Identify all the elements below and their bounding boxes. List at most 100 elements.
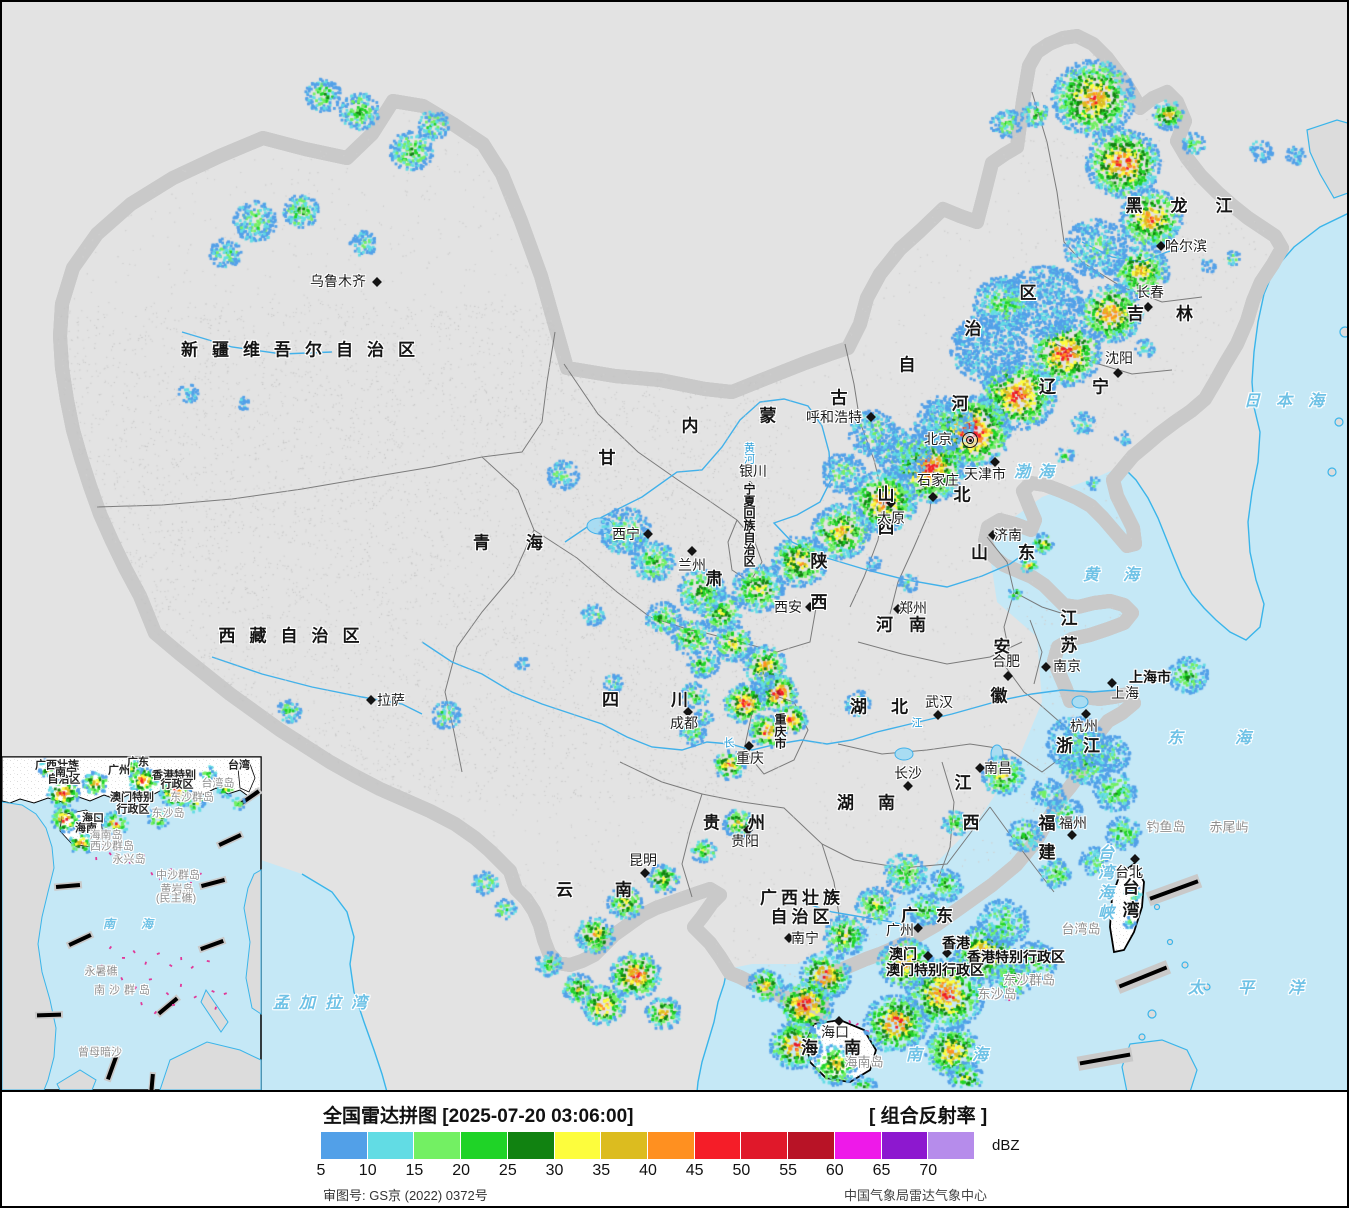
province-label: 西: [962, 813, 980, 833]
province-label: 自治区: [770, 907, 834, 927]
city-label: 北京: [924, 431, 952, 447]
city-label: 太原: [877, 510, 905, 526]
inset-label: 台湾: [228, 759, 250, 772]
province-label: 徽: [990, 686, 1008, 706]
city-label: 海口: [821, 1024, 849, 1040]
inset-island-label: 东沙群岛: [170, 791, 214, 804]
colorbar-tick: 5: [316, 1162, 326, 1179]
river-label: 长: [723, 737, 735, 750]
province-label: 区: [1019, 283, 1037, 303]
province-label: 甘: [598, 448, 616, 468]
province-label: 安: [993, 637, 1011, 657]
legend-panel: 全国雷达拼图 [2025-07-20 03:06:00] [ 组合反射率 ] d…: [2, 1090, 1347, 1206]
inset-label: 广州: [108, 764, 130, 777]
province-label: 西藏自治区: [218, 626, 374, 646]
inset-label: 海口: [82, 812, 104, 825]
island-label: 台湾岛: [1061, 921, 1101, 937]
city-label: 香港: [942, 935, 970, 951]
province-label: 陕西: [807, 552, 827, 634]
city-label: 福州: [1059, 815, 1087, 831]
inset-island-label: 南沙群岛: [94, 984, 154, 997]
colorbar-tick: 35: [592, 1162, 611, 1179]
inset-island-label: 东沙岛: [151, 807, 185, 820]
province-label: 肃: [705, 569, 723, 589]
map-approval-number: 审图号: GS京 (2022) 0372号: [323, 1188, 488, 1203]
province-label: 蒙: [759, 406, 777, 426]
product-name: [ 组合反射率 ]: [869, 1106, 988, 1127]
province-label: 自: [898, 355, 916, 375]
colorbar-segment: [367, 1132, 414, 1159]
colorbar-tick: 25: [498, 1162, 517, 1179]
city-label: 上海: [1111, 685, 1139, 701]
colorbar-segment: [554, 1132, 601, 1159]
province-label: 四川: [602, 690, 740, 710]
province-label: 河南: [876, 615, 942, 635]
city-label: 上海市: [1129, 669, 1171, 685]
dbz-unit-label: dBZ: [992, 1137, 1020, 1154]
province-label: 湖南: [837, 793, 919, 813]
sea-label: 黄海: [1082, 567, 1164, 584]
city-label: 兰州: [678, 557, 706, 573]
inset-label: 澳门特别: [110, 791, 154, 804]
city-label: 杭州: [1070, 718, 1098, 734]
province-label: 湖北: [850, 697, 932, 717]
colorbar-tick: 30: [545, 1162, 564, 1179]
province-label: 台湾: [1119, 878, 1139, 924]
province-label: 福建: [1035, 814, 1055, 872]
city-label: 昆明: [629, 852, 657, 868]
province-label: 北: [953, 485, 971, 505]
city-label: 台北: [1115, 864, 1143, 880]
dbz-colorbar: [321, 1132, 975, 1159]
colorbar-tick: 55: [779, 1162, 797, 1179]
capital-marker: [962, 432, 978, 448]
province-label: 河: [951, 394, 969, 414]
colorbar-tick: 70: [919, 1162, 938, 1179]
river-label: 江: [911, 717, 923, 730]
city-label: 合肥: [992, 653, 1020, 669]
inset-label: 南宁: [55, 766, 77, 779]
city-label: 长春: [1136, 284, 1164, 300]
city-label: 济南: [994, 527, 1022, 543]
province-label: 黑龙江: [1125, 196, 1261, 216]
city-label: 南昌: [984, 760, 1012, 776]
colorbar-tick: 45: [685, 1162, 704, 1179]
colorbar-tick: 15: [405, 1162, 424, 1179]
inset-island-label: 曾母暗沙: [78, 1046, 122, 1059]
inset-island-label: 中沙群岛: [156, 869, 200, 882]
data-credit: 中国气象局雷达气象中心: [844, 1188, 988, 1203]
city-label: 乌鲁木齐: [310, 273, 366, 289]
inset-island-label: 海南岛: [89, 829, 123, 842]
colorbar-segment: [321, 1132, 367, 1159]
island-label: 钓鱼岛: [1146, 819, 1186, 835]
colorbar-segment: [834, 1132, 881, 1159]
province-label: 青海: [473, 533, 579, 553]
inset-island-label: 永兴岛: [112, 853, 146, 866]
inset-label: 广东: [127, 756, 149, 769]
city-label: 武汉: [925, 694, 953, 710]
city-label: 呼和浩特: [806, 409, 862, 425]
sea-label: 渤海: [1013, 464, 1063, 481]
inset-label: 行政区: [116, 803, 150, 816]
island-label: 东沙岛: [977, 986, 1017, 1002]
river-label: 黄河: [742, 442, 755, 464]
city-label: 郑州: [899, 600, 927, 616]
inset-label: 广西壮族: [35, 759, 79, 772]
province-label: 重庆市: [773, 713, 787, 749]
inset-island-label: (民主礁): [155, 892, 197, 905]
colorbar-tick: 65: [872, 1162, 891, 1179]
radar-echo-layer: [2, 2, 1347, 1090]
inset-label: 行政区: [160, 778, 194, 791]
city-label: 西安: [774, 599, 802, 615]
inset-island-label: 西沙群岛: [90, 840, 134, 853]
city-label: 南宁: [791, 930, 819, 946]
colorbar-segment: [601, 1132, 648, 1159]
colorbar-segment: [741, 1132, 788, 1159]
city-label: 澳门特别行政区: [886, 962, 984, 978]
city-label: 长沙: [894, 765, 922, 781]
province-label: 山东: [971, 543, 1065, 563]
colorbar-segment: [414, 1132, 461, 1159]
province-label: 辽宁: [1039, 377, 1145, 397]
province-label: 广东: [901, 906, 971, 926]
sea-label: 日本海: [1243, 393, 1341, 410]
